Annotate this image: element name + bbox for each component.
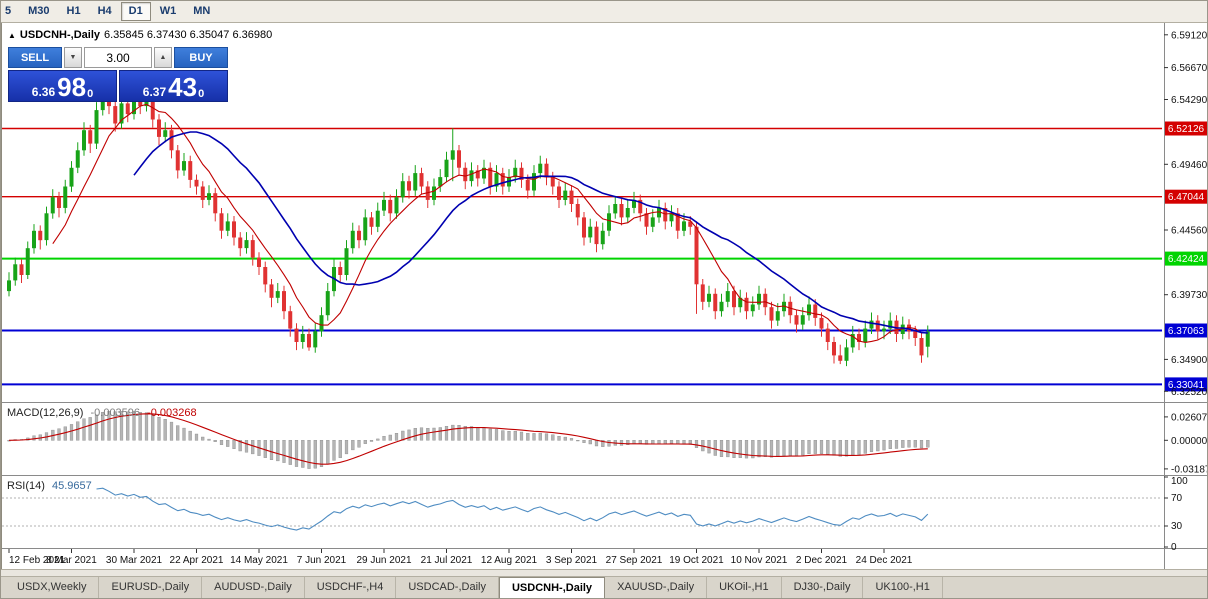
svg-text:-0.03187: -0.03187 <box>1171 464 1208 475</box>
timeframe-H4[interactable]: H4 <box>97 5 112 17</box>
svg-text:12 Aug 2021: 12 Aug 2021 <box>481 555 538 566</box>
volume-increase-icon[interactable]: ▲ <box>154 47 172 68</box>
buy-button[interactable]: BUY <box>174 47 228 68</box>
sell-price-big-digits: 98 <box>57 72 87 102</box>
svg-text:6.32520: 6.32520 <box>1171 387 1208 398</box>
tab-usdcnh-daily[interactable]: USDCNH-,Daily <box>498 577 606 598</box>
timeframe-5[interactable]: 5 <box>5 5 12 17</box>
svg-text:70: 70 <box>1171 493 1183 504</box>
timeframe-MN[interactable]: MN <box>193 5 211 17</box>
svg-text:12 Feb 2021: 12 Feb 2021 <box>9 555 66 566</box>
buy-price-prefix: 6.37 <box>142 85 167 99</box>
svg-text:8 Mar 2021: 8 Mar 2021 <box>46 555 97 566</box>
svg-text:24 Dec 2021: 24 Dec 2021 <box>856 555 913 566</box>
svg-text:7 Jun 2021: 7 Jun 2021 <box>297 555 347 566</box>
svg-text:6.44560: 6.44560 <box>1171 226 1208 237</box>
tab-usdx-weekly[interactable]: USDX,Weekly <box>5 577 100 598</box>
svg-text:30: 30 <box>1171 521 1183 532</box>
timeframe-toolbar: 5 M30 H1 H4 D1 W1 MN <box>1 1 1207 23</box>
svg-text:3 Sep 2021: 3 Sep 2021 <box>546 555 598 566</box>
macd-signal-value: -0.003268 <box>147 407 197 419</box>
svg-text:6.37063: 6.37063 <box>1168 326 1205 337</box>
chart-window: 6.52126 6.47044 6.42424 6.37063 6.33041 6.591… <box>1 23 1208 569</box>
tab-ukoil-h1[interactable]: UKOil-,H1 <box>707 577 782 598</box>
sell-price-prefix: 6.36 <box>31 85 56 99</box>
chart-scroll-strip[interactable] <box>1 569 1207 576</box>
svg-text:14 May 2021: 14 May 2021 <box>230 555 288 566</box>
svg-text:6.42424: 6.42424 <box>1168 254 1205 265</box>
svg-text:27 Sep 2021: 27 Sep 2021 <box>606 555 663 566</box>
svg-text:2 Dec 2021: 2 Dec 2021 <box>796 555 848 566</box>
svg-text:6.54290: 6.54290 <box>1171 95 1208 106</box>
svg-text:100: 100 <box>1171 476 1188 487</box>
sell-button[interactable]: SELL <box>8 47 62 68</box>
svg-text:21 Jul 2021: 21 Jul 2021 <box>421 555 473 566</box>
svg-text:6.34900: 6.34900 <box>1171 355 1208 366</box>
svg-text:6.47044: 6.47044 <box>1168 192 1205 203</box>
volume-input[interactable] <box>84 47 152 68</box>
tab-usdcad-daily[interactable]: USDCAD-,Daily <box>396 577 499 598</box>
svg-text:10 Nov 2021: 10 Nov 2021 <box>731 555 788 566</box>
svg-text:0.02607: 0.02607 <box>1171 412 1208 423</box>
one-click-trading-panel: SELL ▼ ▲ BUY 6.36 98 0 6.37 43 0 <box>8 47 228 102</box>
tab-uk100-h1[interactable]: UK100-,H1 <box>863 577 943 598</box>
timeframe-buttons: 5 M30 H1 H4 D1 W1 MN <box>3 2 219 21</box>
svg-text:6.52126: 6.52126 <box>1168 124 1205 135</box>
timeframe-M30[interactable]: M30 <box>28 5 50 17</box>
svg-text:29 Jun 2021: 29 Jun 2021 <box>356 555 411 566</box>
timeframe-H1[interactable]: H1 <box>66 5 81 17</box>
svg-text:6.39730: 6.39730 <box>1171 290 1208 301</box>
sell-price-pip: 0 <box>87 88 94 100</box>
tab-usdchf-h4[interactable]: USDCHF-,H4 <box>305 577 397 598</box>
chart-ohlc-values: 6.35845 6.37430 6.35047 6.36980 <box>104 29 273 41</box>
timeframe-W1[interactable]: W1 <box>159 5 177 17</box>
tab-dj30-daily[interactable]: DJ30-,Daily <box>782 577 864 598</box>
svg-text:0.00000: 0.00000 <box>1171 436 1208 447</box>
macd-main-value: -0.003596 <box>90 407 141 419</box>
chart-symbol-period: USDCNH-,Daily <box>19 29 100 41</box>
symbol-marker-icon: ▲ <box>8 30 16 40</box>
chart-tabs: USDX,Weekly EURUSD-,Daily AUDUSD-,Daily USD… <box>1 576 1207 598</box>
rsi-label: RSI(14) 45.9657 <box>7 480 92 492</box>
svg-text:19 Oct 2021: 19 Oct 2021 <box>669 555 724 566</box>
rsi-title: RSI(14) <box>7 480 45 492</box>
buy-price-big-digits: 43 <box>168 72 198 102</box>
macd-label: MACD(12,26,9) -0.003596 -0.003268 <box>7 407 197 419</box>
macd-title: MACD(12,26,9) <box>7 407 84 419</box>
buy-price-display[interactable]: 6.37 43 0 <box>119 70 228 102</box>
svg-text:30 Mar 2021: 30 Mar 2021 <box>106 555 163 566</box>
tab-xauusd-daily[interactable]: XAUUSD-,Daily <box>605 577 708 598</box>
tab-audusd-daily[interactable]: AUDUSD-,Daily <box>202 577 305 598</box>
rsi-value: 45.9657 <box>51 480 92 492</box>
svg-text:0: 0 <box>1171 542 1177 553</box>
price-chart-canvas[interactable]: 6.52126 6.47044 6.42424 6.37063 6.33041 6.591… <box>2 23 1208 569</box>
svg-text:6.59120: 6.59120 <box>1171 30 1208 41</box>
buy-price-pip: 0 <box>198 88 205 100</box>
timeframe-D1[interactable]: D1 <box>120 2 151 21</box>
chart-title: ▲ USDCNH-,Daily 6.35845 6.37430 6.35047 … <box>8 29 272 41</box>
volume-decrease-icon[interactable]: ▼ <box>64 47 82 68</box>
svg-text:22 Apr 2021: 22 Apr 2021 <box>170 555 224 566</box>
svg-text:6.33041: 6.33041 <box>1168 380 1205 391</box>
tab-eurusd-daily[interactable]: EURUSD-,Daily <box>99 577 203 598</box>
svg-text:6.56670: 6.56670 <box>1171 63 1208 74</box>
sell-price-display[interactable]: 6.36 98 0 <box>8 70 117 102</box>
svg-text:6.49460: 6.49460 <box>1171 160 1208 171</box>
